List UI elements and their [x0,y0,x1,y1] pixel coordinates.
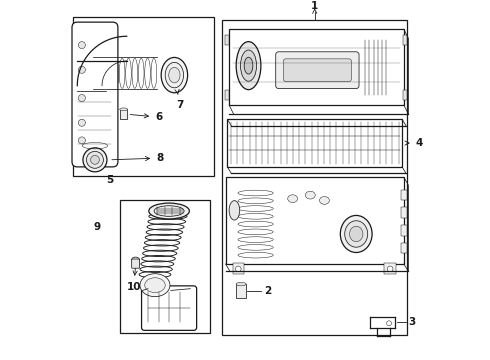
FancyBboxPatch shape [284,59,351,81]
Circle shape [78,95,85,102]
Ellipse shape [236,42,261,90]
Ellipse shape [288,195,297,203]
Ellipse shape [91,156,99,164]
Bar [403,90,407,100]
Ellipse shape [229,201,240,220]
FancyBboxPatch shape [142,286,196,330]
Bar [401,225,407,236]
Circle shape [387,266,393,272]
Text: 1: 1 [311,1,318,13]
Ellipse shape [145,278,165,293]
Circle shape [78,119,85,126]
Bar [403,35,407,45]
Circle shape [387,321,392,326]
Text: 7: 7 [175,89,183,110]
Ellipse shape [236,282,246,286]
Ellipse shape [341,215,372,252]
Ellipse shape [169,67,180,83]
Text: 4: 4 [405,138,423,148]
Text: 8: 8 [112,153,163,163]
Circle shape [78,66,85,73]
Ellipse shape [241,50,257,81]
Bar [225,35,229,45]
Bar [227,119,402,167]
Bar [222,21,407,334]
Bar [73,17,214,176]
Ellipse shape [349,226,363,242]
Circle shape [236,266,241,272]
Text: 5: 5 [106,175,114,185]
Ellipse shape [305,191,315,199]
Ellipse shape [83,148,107,172]
Ellipse shape [120,108,127,111]
Text: 9: 9 [94,222,101,232]
Bar [401,190,407,201]
Text: 3: 3 [409,317,416,327]
Ellipse shape [345,221,368,247]
Ellipse shape [165,62,184,88]
Ellipse shape [161,58,188,93]
Circle shape [78,41,85,49]
FancyBboxPatch shape [72,22,118,167]
Bar [401,207,407,218]
Bar [225,90,229,100]
Text: 2: 2 [264,286,271,296]
Bar [229,29,404,105]
Ellipse shape [319,197,329,204]
Ellipse shape [86,151,103,168]
Text: 10: 10 [126,269,141,292]
Bar [225,177,404,264]
Bar [120,201,210,333]
Ellipse shape [154,206,184,216]
Bar [236,284,246,297]
Bar [233,262,244,274]
Circle shape [78,137,85,144]
Ellipse shape [244,57,253,74]
Ellipse shape [140,274,170,297]
FancyBboxPatch shape [132,259,140,268]
Bar [385,262,396,274]
Bar [120,109,127,119]
Bar [401,243,407,253]
Ellipse shape [132,257,140,262]
Ellipse shape [149,203,190,219]
FancyBboxPatch shape [276,52,359,89]
Text: 6: 6 [130,112,162,122]
